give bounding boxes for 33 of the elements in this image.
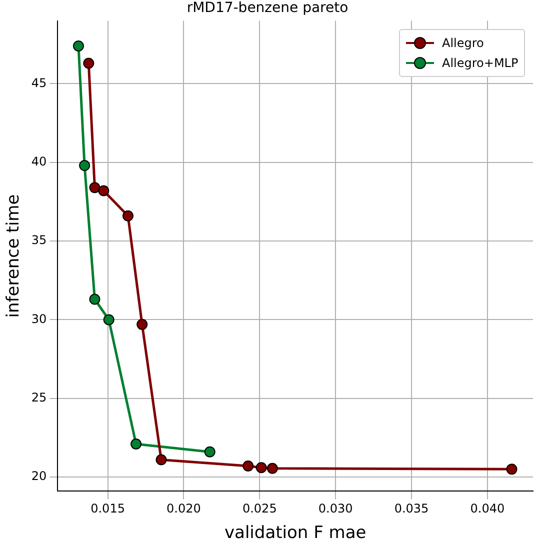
y-axis-title: inference time xyxy=(4,194,24,318)
point xyxy=(156,454,167,466)
point xyxy=(122,210,134,222)
y-tick-label: 40 xyxy=(31,154,47,169)
y-tick-label: 20 xyxy=(31,469,47,484)
chart-title: rMD17-benzene pareto xyxy=(186,0,348,16)
x-tick-label: 0.040 xyxy=(470,502,505,516)
y-tick-label: 35 xyxy=(31,233,47,248)
y-tick-label: 30 xyxy=(31,312,47,326)
point xyxy=(103,314,114,326)
point xyxy=(506,464,518,475)
point xyxy=(130,438,142,450)
x-tick-label: 0.025 xyxy=(242,502,277,516)
y-tick-label: 45 xyxy=(31,76,47,90)
x-tick-label: 0.015 xyxy=(90,502,125,516)
legend-label: Allegro+MLP xyxy=(442,56,518,70)
x-axis-title: validation F mae xyxy=(224,523,366,544)
point xyxy=(89,182,100,194)
point xyxy=(79,160,90,172)
y-tick-label: 25 xyxy=(31,390,47,405)
x-tick-label: 0.020 xyxy=(166,502,201,516)
point xyxy=(136,318,148,330)
point xyxy=(72,40,84,52)
point xyxy=(98,185,110,196)
point xyxy=(256,462,267,474)
point xyxy=(89,294,100,305)
x-tick-label: 0.030 xyxy=(318,502,353,516)
legend-label: Allegro xyxy=(442,36,484,50)
point xyxy=(266,462,278,474)
point xyxy=(83,58,94,69)
point xyxy=(242,460,254,472)
point xyxy=(204,446,216,458)
x-tick-label: 0.035 xyxy=(394,502,429,516)
